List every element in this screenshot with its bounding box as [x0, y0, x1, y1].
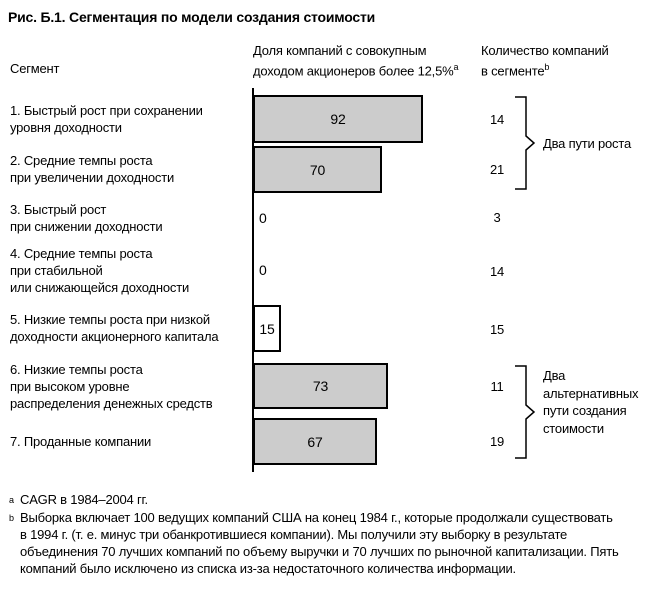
growth-paths-brace-icon [515, 96, 536, 190]
segment-label-4-text: 4. Средние темпы роста при стабильной ил… [10, 245, 190, 295]
segment-label-3-text: 3. Быстрый рост при снижении доходности [10, 202, 163, 234]
share-value-6: 73 [312, 378, 329, 394]
column-header-count-line1: Количество компаний [481, 43, 609, 58]
alternative-paths-brace-icon [515, 365, 536, 459]
share-value-7: 67 [307, 433, 323, 450]
footnote-a: a CAGR в 1984–2004 гг. [8, 491, 644, 508]
column-header-segment: Сегмент [10, 61, 60, 76]
segment-label-4: 4. Средние темпы роста при стабильной ил… [10, 242, 250, 298]
column-header-count: Количество компаний в сегментеb [481, 42, 609, 79]
segment-count-2: 21 [489, 162, 505, 177]
annotation-alternative-paths: Два альтернативных пути создания стоимос… [543, 368, 639, 436]
share-value-5: 15 [259, 320, 275, 337]
footnote-b-text: Выборка включает 100 ведущих компаний СШ… [20, 510, 619, 576]
segment-label-7: 7. Проданные компании [10, 416, 250, 466]
footnote-b: b Выборка включает 100 ведущих компаний С… [8, 509, 644, 577]
segment-count-4: 14 [489, 264, 505, 279]
share-bar-2: 70 [253, 146, 382, 193]
footnote-marker-a-ref: a [453, 62, 459, 72]
share-bar-6: 73 [253, 363, 388, 409]
annotation-growth-paths: Два пути роста [543, 136, 631, 151]
segment-label-6: 6. Низкие темпы роста при высоком уровне… [10, 360, 250, 412]
segment-label-2-text: 2. Средние темпы роста при увеличении до… [10, 153, 175, 185]
segment-count-5: 15 [489, 322, 505, 337]
column-header-share: Доля компаний с совокупным доходом акцио… [253, 42, 459, 79]
share-bar-5: 15 [253, 305, 281, 352]
segment-count-1: 14 [489, 112, 505, 127]
footnote-marker-b-ref: b [544, 62, 550, 72]
segment-label-2: 2. Средние темпы роста при увеличении до… [10, 144, 250, 194]
share-value-2: 70 [309, 161, 326, 178]
segment-count-6: 11 [490, 379, 504, 394]
segment-label-3: 3. Быстрый рост при снижении доходности [10, 196, 250, 240]
share-value-4: 0 [259, 262, 267, 278]
segment-label-1-text: 1. Быстрый рост при сохранении уровня до… [10, 103, 203, 135]
segment-label-5-text: 5. Низкие темпы роста при низкой доходно… [10, 312, 219, 344]
segment-label-7-text: 7. Проданные компании [10, 433, 152, 449]
share-bar-1: 92 [253, 95, 423, 143]
figure-title: Рис. Б.1. Сегментация по модели создания… [8, 9, 376, 25]
segment-label-6-text: 6. Низкие темпы роста при высоком уровне… [10, 361, 213, 411]
column-header-share-line2: доходом акционеров более 12,5% [253, 63, 454, 79]
segment-count-7: 19 [489, 434, 505, 449]
segment-label-5: 5. Низкие темпы роста при низкой доходно… [10, 302, 250, 354]
footnote-b-marker: b [9, 513, 15, 523]
segment-count-3: 3 [493, 210, 501, 225]
footnote-a-text: CAGR в 1984–2004 гг. [20, 492, 148, 507]
footnote-a-marker: a [9, 495, 15, 505]
share-value-3: 0 [259, 210, 267, 226]
segment-label-1: 1. Быстрый рост при сохранении уровня до… [10, 93, 250, 145]
axis-line [252, 88, 254, 472]
share-bar-7: 67 [253, 418, 377, 465]
share-value-1: 92 [330, 111, 346, 127]
column-header-count-line2: в сегменте [481, 63, 545, 79]
column-header-share-line1: Доля компаний с совокупным [253, 43, 427, 58]
